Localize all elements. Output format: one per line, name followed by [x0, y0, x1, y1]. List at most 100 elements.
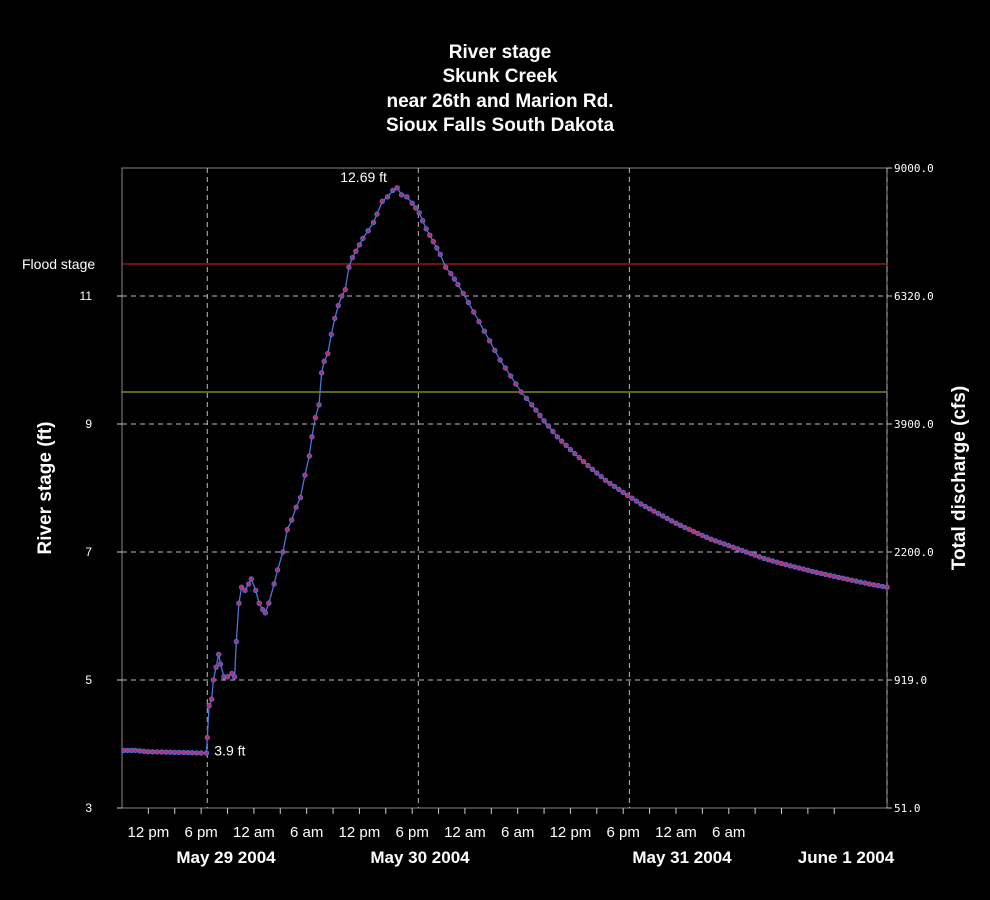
x-tick-label: 12 pm	[339, 824, 381, 841]
y-right-axis-label: Total discharge (cfs)	[949, 386, 970, 570]
x-tick-label: 12 am	[655, 824, 697, 841]
data-point	[879, 583, 886, 590]
data-point	[550, 428, 556, 435]
data-point	[752, 552, 758, 558]
data-point	[818, 570, 824, 577]
flood-stage-label: Flood stage	[22, 256, 95, 272]
data-point	[248, 576, 254, 582]
data-point	[476, 318, 482, 325]
data-point	[651, 508, 657, 514]
data-point	[416, 210, 422, 216]
data-point	[721, 541, 727, 547]
y-right-tick-label: 6320.0	[894, 290, 934, 303]
data-point	[875, 582, 881, 589]
data-point	[189, 750, 195, 756]
data-point	[783, 561, 789, 568]
data-point	[460, 290, 466, 297]
data-point	[638, 501, 644, 507]
data-point	[217, 661, 224, 667]
x-axis-ticks: 12 pm 6 pm 12 am 6 am 12 pm 6 pm 12 am 6 am 12 p…	[128, 808, 835, 841]
data-point	[302, 472, 308, 478]
data-point	[172, 749, 178, 755]
data-point	[866, 581, 873, 587]
data-point	[827, 572, 833, 579]
data-point	[646, 506, 653, 512]
data-point	[309, 434, 315, 440]
data-point	[533, 407, 539, 413]
y-tick-label: 11	[80, 289, 93, 303]
data-point	[353, 248, 359, 254]
data-point	[154, 749, 160, 755]
data-point	[238, 584, 245, 590]
data-point	[761, 555, 767, 562]
data-point	[224, 674, 231, 680]
data-point	[580, 458, 587, 465]
data-point	[206, 702, 212, 709]
title-line-4: Sioux Falls South Dakota	[386, 115, 614, 136]
data-point	[318, 370, 325, 376]
data-point	[423, 226, 429, 232]
data-point	[213, 664, 219, 670]
date-label: May 30 2004	[370, 848, 470, 867]
data-point	[398, 192, 405, 198]
data-point	[150, 749, 156, 755]
data-point	[349, 254, 356, 261]
y-right-tick-label: 2200.0	[894, 546, 934, 559]
data-point	[231, 674, 238, 680]
x-tick-label: 6 pm	[184, 824, 217, 841]
data-point	[413, 205, 419, 211]
y-tick-label: 3	[85, 801, 92, 815]
data-point	[328, 331, 334, 338]
title-line-1: River stage	[449, 42, 551, 63]
data-point	[370, 219, 377, 226]
series-stage	[121, 185, 890, 756]
data-point	[141, 748, 147, 754]
data-point	[598, 473, 604, 480]
data-point	[145, 749, 152, 755]
data-point	[306, 453, 312, 459]
peak-annotation: 12.69 ft	[340, 169, 387, 185]
x-tick-label: 6 am	[501, 824, 534, 841]
data-point	[633, 498, 640, 504]
x-tick-label: 6 am	[712, 824, 745, 841]
x-tick-label: 12 pm	[128, 824, 170, 841]
y-tick-label: 5	[85, 673, 92, 687]
chart-title: River stage Skunk Creek near 26th and Ma…	[386, 42, 614, 136]
data-point	[642, 503, 648, 510]
data-point	[518, 389, 524, 395]
x-tick-label: 6 pm	[607, 824, 640, 841]
title-line-2: Skunk Creek	[442, 66, 558, 87]
data-point	[198, 750, 204, 756]
y-right-tick-label: 9000.0	[894, 162, 934, 175]
data-point	[616, 486, 622, 493]
y-right-tick-label: 51.0	[894, 802, 921, 815]
data-point	[585, 462, 591, 469]
data-point	[132, 747, 138, 754]
data-point	[831, 573, 837, 579]
data-point	[796, 565, 802, 571]
data-point	[871, 582, 877, 588]
data-point	[835, 574, 842, 580]
data-point	[668, 518, 675, 524]
data-point	[262, 610, 268, 616]
data-point	[559, 438, 565, 444]
y-axis-label: River stage (ft)	[35, 421, 56, 554]
data-point	[394, 185, 400, 191]
data-point	[726, 542, 732, 549]
data-point	[822, 571, 829, 578]
data-point	[660, 513, 666, 519]
data-point	[730, 544, 736, 550]
y-right-tick-label: 3900.0	[894, 418, 934, 431]
data-point	[274, 567, 281, 573]
data-point	[844, 576, 851, 582]
data-point	[297, 494, 304, 501]
data-point	[529, 402, 535, 408]
data-point	[677, 522, 684, 528]
data-point	[451, 276, 458, 282]
y-tick-label: 7	[85, 545, 92, 559]
data-point	[332, 315, 338, 322]
data-point	[481, 328, 487, 334]
data-point	[427, 232, 433, 238]
data-point	[176, 749, 182, 756]
